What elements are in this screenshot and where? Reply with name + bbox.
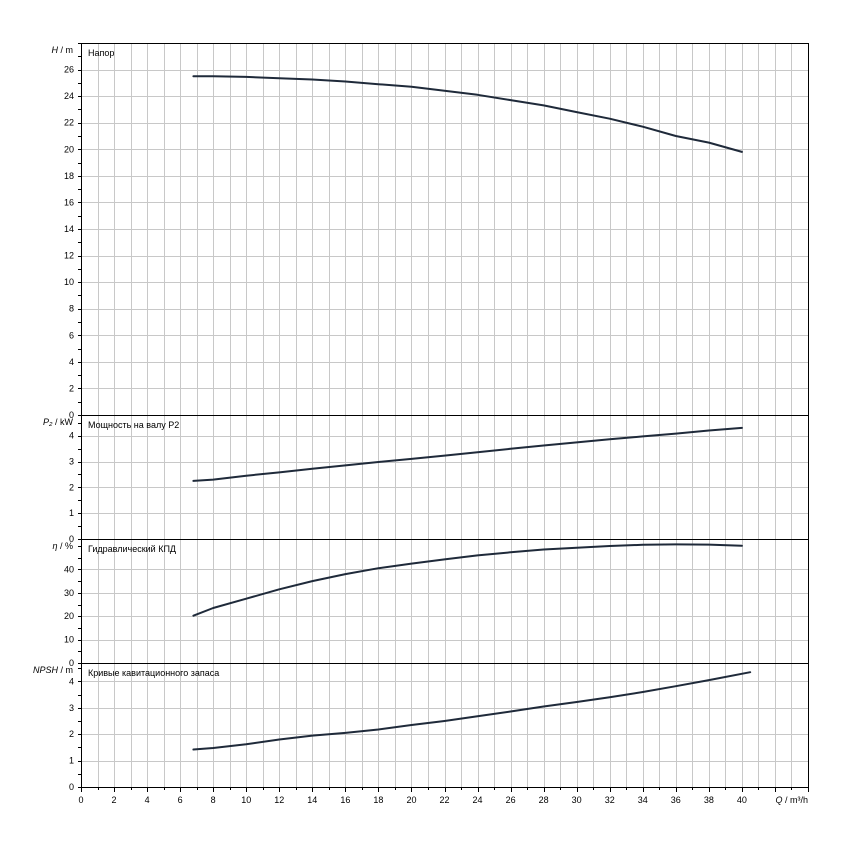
y-tick-label: 0 — [69, 658, 74, 668]
x-tick-label: 20 — [406, 795, 416, 805]
y-tick-label: 20 — [64, 144, 74, 154]
y-tick-label: 6 — [69, 330, 74, 340]
x-tick-label: 6 — [178, 795, 183, 805]
x-tick-label: 32 — [605, 795, 615, 805]
x-axis-label: Q / m³/h — [775, 795, 808, 805]
y-tick-label: 0 — [69, 410, 74, 420]
panel-title-power: Мощность на валу P2 — [88, 420, 179, 430]
y-tick-label: 10 — [64, 277, 74, 287]
panel-title-npsh: Кривые кавитационного запаса — [88, 668, 219, 678]
y-tick-label: 4 — [69, 357, 74, 367]
x-tick-label: 2 — [112, 795, 117, 805]
y-axis-unit: m — [66, 665, 74, 675]
y-axis-separator: / — [58, 665, 66, 675]
y-axis-label-head: H / m — [51, 45, 73, 55]
y-axis-symbol: NPSH — [33, 665, 59, 675]
y-tick-label: 2 — [69, 482, 74, 492]
y-axis-symbol: P₂ — [43, 417, 53, 427]
panel-title-efficiency: Гидравлический КПД — [88, 544, 176, 554]
y-tick-label: 3 — [69, 703, 74, 713]
x-tick-label: 8 — [211, 795, 216, 805]
y-tick-label: 4 — [69, 676, 74, 686]
y-tick-label: 8 — [69, 304, 74, 314]
x-tick-label: 0 — [78, 795, 83, 805]
curve-power — [192, 426, 743, 482]
y-axis-separator: / — [52, 417, 60, 427]
y-tick-label: 1 — [69, 756, 74, 766]
y-axis-label-power: P₂ / kW — [43, 417, 73, 427]
x-tick-label: 34 — [638, 795, 648, 805]
x-axis-symbol: Q — [775, 795, 782, 805]
x-tick-label: 26 — [506, 795, 516, 805]
x-tick-label: 28 — [539, 795, 549, 805]
x-tick-label: 14 — [307, 795, 317, 805]
y-tick-label: 3 — [69, 457, 74, 467]
y-tick-label: 0 — [69, 534, 74, 544]
y-tick-label: 4 — [69, 431, 74, 441]
y-axis-label-efficiency: η / % — [52, 541, 73, 551]
y-axis-unit: % — [65, 541, 73, 551]
x-axis-unit: m³/h — [790, 795, 808, 805]
x-tick-label: 16 — [340, 795, 350, 805]
y-tick-label: 10 — [64, 635, 74, 645]
y-tick-label: 16 — [64, 197, 74, 207]
x-axis-separator: / — [782, 795, 790, 805]
x-tick-label: 22 — [439, 795, 449, 805]
y-tick-label: 0 — [69, 782, 74, 792]
y-tick-label: 1 — [69, 508, 74, 518]
y-axis-separator: / — [57, 541, 65, 551]
y-axis-unit: kW — [60, 417, 74, 427]
x-tick-label: 24 — [473, 795, 483, 805]
curve-efficiency — [192, 543, 743, 617]
x-tick-label: 12 — [274, 795, 284, 805]
x-tick-label: 36 — [671, 795, 681, 805]
x-tick-label: 30 — [572, 795, 582, 805]
y-axis-symbol: η — [52, 541, 57, 551]
x-tick-label: 38 — [704, 795, 714, 805]
y-tick-label: 2 — [69, 383, 74, 393]
x-tick-label: 4 — [145, 795, 150, 805]
y-tick-label: 24 — [64, 91, 74, 101]
curve-head — [192, 75, 743, 153]
y-tick-label: 26 — [64, 65, 74, 75]
y-tick-label: 22 — [64, 118, 74, 128]
y-tick-label: 2 — [69, 729, 74, 739]
x-tick-label: 18 — [373, 795, 383, 805]
y-axis-symbol: H — [51, 45, 58, 55]
x-tick-label: 40 — [737, 795, 747, 805]
y-tick-label: 40 — [64, 564, 74, 574]
y-axis-label-npsh: NPSH / m — [33, 665, 73, 675]
y-tick-label: 12 — [64, 251, 74, 261]
y-tick-label: 18 — [64, 171, 74, 181]
y-axis-separator: / — [58, 45, 66, 55]
curve-npsh — [192, 671, 752, 751]
y-tick-label: 14 — [64, 224, 74, 234]
y-axis-unit: m — [66, 45, 74, 55]
y-tick-label: 30 — [64, 588, 74, 598]
y-tick-label: 20 — [64, 611, 74, 621]
panel-title-head: Напор — [88, 48, 114, 58]
x-tick-label: 10 — [241, 795, 251, 805]
